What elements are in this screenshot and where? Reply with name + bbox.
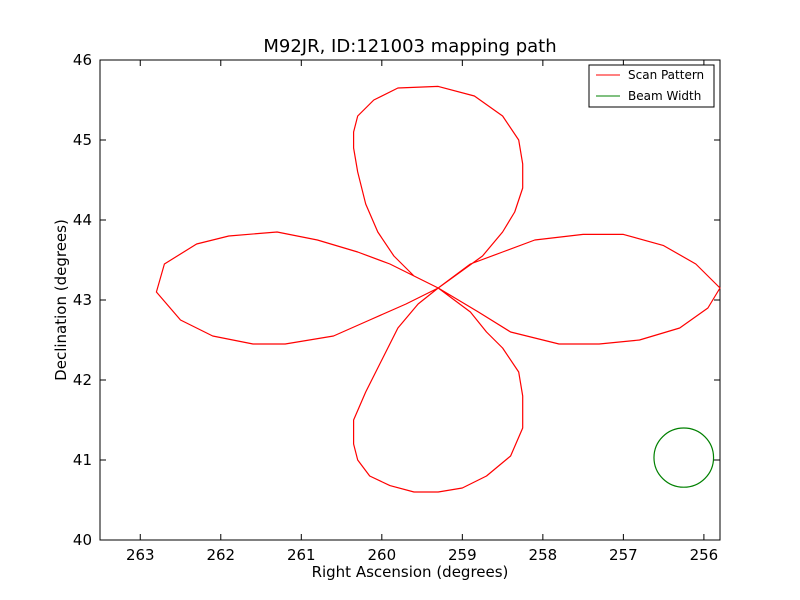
legend: Scan Pattern Beam Width: [588, 64, 715, 108]
x-tick-label: 260: [367, 546, 396, 564]
axes-frame: [99, 59, 721, 541]
x-axis-label: Right Ascension (degrees): [312, 563, 509, 581]
legend-label-scan-pattern: Scan Pattern: [628, 68, 704, 82]
x-tick-label: 258: [529, 546, 558, 564]
x-tick-label: 259: [448, 546, 477, 564]
x-tick-label: 257: [609, 546, 638, 564]
legend-label-beam-width: Beam Width: [628, 89, 701, 103]
y-tick-label: 45: [73, 131, 92, 149]
y-tick-label: 41: [73, 451, 92, 469]
x-tick-label: 262: [206, 546, 235, 564]
plot-area: [99, 59, 721, 541]
y-tick-label: 42: [73, 371, 92, 389]
series-layer: [155, 85, 721, 493]
x-tick-label: 256: [690, 546, 719, 564]
x-axis-ticks: 263 262 261 260 259 258 257 256: [126, 60, 718, 564]
beam-width-circle: [653, 427, 715, 488]
series-line-scan-pattern: [155, 85, 721, 493]
y-tick-label: 40: [73, 531, 92, 549]
chart-title: M92JR, ID:121003 mapping path: [263, 36, 556, 57]
y-tick-label: 44: [73, 211, 92, 229]
x-tick-label: 263: [126, 546, 155, 564]
y-tick-label: 43: [73, 291, 92, 309]
x-tick-label: 261: [287, 546, 316, 564]
y-axis-ticks: 40 41 42 43 44 45 46: [73, 51, 720, 549]
y-axis-label: Declination (degrees): [52, 219, 70, 381]
y-tick-label: 46: [73, 51, 92, 69]
legend-box: [588, 64, 715, 108]
